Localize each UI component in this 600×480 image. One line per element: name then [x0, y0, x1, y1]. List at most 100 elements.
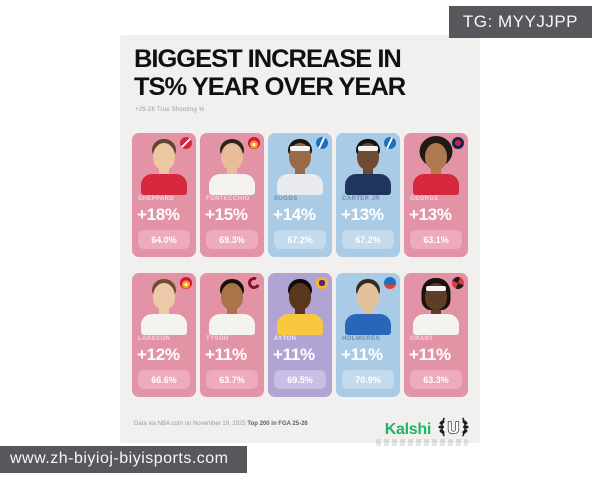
- avatar-headband: [426, 286, 446, 291]
- underdog-u-mark: U: [448, 419, 460, 437]
- faint-watermark: [376, 439, 468, 446]
- player-card: TYSON +11% 63.7%: [200, 273, 264, 397]
- ts-percentage-pill: 63.7%: [206, 370, 258, 389]
- avatar-face: [153, 143, 175, 170]
- player-name: GRANT: [410, 336, 434, 342]
- avatar-face: [221, 283, 243, 310]
- ts-percentage-pill: 64.0%: [138, 230, 190, 249]
- brand-logos: Kalshi U: [376, 415, 470, 446]
- avatar-jersey: [345, 314, 391, 335]
- avatar-neck: [431, 166, 441, 176]
- player-name: LARSSON: [138, 336, 171, 342]
- avatar-headband: [290, 146, 310, 151]
- data-source-bold: Top 200 in FGA 25-26: [247, 421, 308, 427]
- avatar-jersey: [141, 314, 187, 335]
- website-watermark: www.zh-biyioj-biyisports.com: [0, 446, 247, 473]
- avatar-neck: [363, 306, 373, 316]
- avatar-face: [153, 283, 175, 310]
- avatar-jersey: [209, 174, 255, 195]
- ts-increase-value: +13%: [409, 205, 452, 224]
- player-photo: [140, 279, 188, 335]
- player-card: GEORGE +13% 63.1%: [404, 133, 468, 257]
- player-card: AYTON +11% 69.5%: [268, 273, 332, 397]
- avatar-face: [221, 143, 243, 170]
- player-name: TYSON: [206, 336, 229, 342]
- ts-increase-value: +15%: [205, 205, 248, 224]
- avatar-neck: [431, 306, 441, 316]
- players-grid: SHEPPARD +18% 64.0% FONTECCHIO +15% 69.3…: [132, 133, 468, 397]
- poster-footer: Data via NBA.com on November 19, 2025 To…: [134, 415, 470, 446]
- data-source-note: Data via NBA.com on November 19, 2025 To…: [134, 421, 308, 427]
- ts-percentage-value: 67.2%: [287, 234, 313, 245]
- player-name: CARTER JR: [342, 196, 380, 202]
- ts-percentage-pill: 67.2%: [274, 230, 326, 249]
- player-photo: [140, 139, 188, 195]
- avatar-neck: [295, 166, 305, 176]
- player-photo: [208, 279, 256, 335]
- player-name: AYTON: [274, 336, 297, 342]
- player-photo: [208, 139, 256, 195]
- team-logo-rockets: [180, 137, 192, 149]
- ts-percentage-pill: 63.1%: [410, 230, 462, 249]
- avatar-jersey: [141, 174, 187, 195]
- telegram-watermark: TG: MYYJJPP: [448, 6, 592, 38]
- ts-percentage-value: 70.9%: [355, 374, 381, 385]
- ts-increase-value: +12%: [137, 345, 180, 364]
- player-photo: [344, 279, 392, 335]
- player-card: SUGGS +14% 67.2%: [268, 133, 332, 257]
- team-logo-magic: [384, 137, 396, 149]
- ts-percentage-pill: 63.3%: [410, 370, 462, 389]
- player-photo: [276, 279, 324, 335]
- avatar-face: [425, 143, 447, 170]
- ts-increase-value: +11%: [205, 345, 247, 364]
- player-name: SHEPPARD: [138, 196, 175, 202]
- avatar-headband: [358, 146, 378, 151]
- player-name: SUGGS: [274, 196, 298, 202]
- kalshi-logo: Kalshi: [384, 420, 432, 438]
- player-card: CARTER JR +13% 67.2%: [336, 133, 400, 257]
- ts-increase-value: +18%: [137, 205, 180, 224]
- team-logo-thunder: [384, 277, 396, 289]
- ts-percentage-pill: 70.9%: [342, 370, 394, 389]
- ts-percentage-value: 67.2%: [355, 234, 381, 245]
- ts-percentage-value: 63.3%: [423, 374, 449, 385]
- team-logo-lakers: [316, 277, 328, 289]
- title-line-2: TS% YEAR OVER YEAR: [134, 73, 406, 101]
- player-card: GRANT +11% 63.3%: [404, 273, 468, 397]
- avatar-jersey: [345, 174, 391, 195]
- ts-percentage-pill: 69.5%: [274, 370, 326, 389]
- infographic-poster: BIGGEST INCREASE IN TS% YEAR OVER YEAR +…: [120, 35, 480, 446]
- avatar-neck: [227, 166, 237, 176]
- player-photo: [412, 136, 460, 195]
- ts-percentage-value: 63.1%: [423, 234, 449, 245]
- avatar-neck: [159, 166, 169, 176]
- poster-title: BIGGEST INCREASE IN TS% YEAR OVER YEAR: [134, 45, 406, 101]
- avatar-neck: [295, 306, 305, 316]
- team-logo-magic: [316, 137, 328, 149]
- ts-percentage-value: 66.6%: [151, 374, 177, 385]
- ts-percentage-pill: 67.2%: [342, 230, 394, 249]
- avatar-jersey: [277, 174, 323, 195]
- title-line-1: BIGGEST INCREASE IN: [134, 45, 402, 73]
- avatar-neck: [159, 306, 169, 316]
- player-photo: [412, 278, 460, 335]
- underdog-laurel-logo: U: [437, 415, 470, 444]
- team-logo-heat: [180, 277, 192, 289]
- poster-subtitle: +25-26 True Shooting %: [135, 107, 205, 113]
- avatar-jersey: [413, 174, 459, 195]
- player-card: SHEPPARD +18% 64.0%: [132, 133, 196, 257]
- player-card: FONTECCHIO +15% 69.3%: [200, 133, 264, 257]
- avatar-jersey: [277, 314, 323, 335]
- ts-increase-value: +11%: [409, 345, 451, 364]
- player-name: HOLMGREN: [342, 336, 381, 342]
- avatar-face: [289, 283, 311, 310]
- ts-percentage-pill: 69.3%: [206, 230, 258, 249]
- ts-percentage-pill: 66.6%: [138, 370, 190, 389]
- avatar-face: [357, 283, 379, 310]
- data-source-text: Data via NBA.com on November 19, 2025: [134, 421, 246, 427]
- avatar-neck: [227, 306, 237, 316]
- ts-percentage-value: 63.7%: [219, 374, 245, 385]
- ts-increase-value: +11%: [273, 345, 315, 364]
- ts-percentage-value: 69.3%: [219, 234, 245, 245]
- avatar-jersey: [413, 314, 459, 335]
